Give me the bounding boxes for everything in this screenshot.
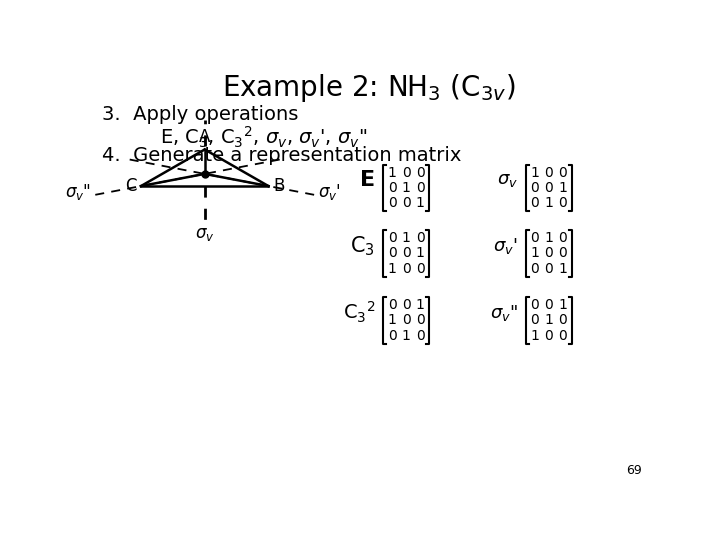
Text: 0: 0 [402, 313, 410, 327]
Text: 3.  Apply operations: 3. Apply operations [102, 105, 298, 124]
Text: 0: 0 [559, 231, 567, 245]
Text: 0: 0 [388, 197, 397, 211]
Text: 0: 0 [531, 298, 539, 312]
Text: A: A [199, 127, 210, 146]
Text: 0: 0 [402, 246, 410, 260]
Text: 1: 1 [531, 329, 539, 343]
Text: 1: 1 [531, 166, 539, 180]
Text: 1: 1 [531, 246, 539, 260]
Text: E, C$_3$, C$_3$$^2$, $\sigma_v$, $\sigma_v$', $\sigma_v$": E, C$_3$, C$_3$$^2$, $\sigma_v$, $\sigma… [160, 125, 367, 150]
Text: 0: 0 [388, 329, 397, 343]
Text: 0: 0 [559, 197, 567, 211]
Text: C$_3$$^2$: C$_3$$^2$ [343, 300, 375, 325]
Text: $\sigma_v$": $\sigma_v$" [490, 303, 518, 323]
Text: $\sigma_v$: $\sigma_v$ [497, 171, 518, 190]
Text: 1: 1 [415, 298, 425, 312]
Text: 0: 0 [544, 262, 553, 276]
Text: 0: 0 [531, 313, 539, 327]
Text: 0: 0 [559, 313, 567, 327]
Text: 0: 0 [559, 166, 567, 180]
Text: 0: 0 [415, 181, 425, 195]
Text: 1: 1 [415, 246, 425, 260]
Text: 0: 0 [559, 246, 567, 260]
Text: 0: 0 [402, 197, 410, 211]
Text: 4.  Generate a representation matrix: 4. Generate a representation matrix [102, 146, 461, 165]
Text: 1: 1 [402, 181, 410, 195]
Text: 0: 0 [402, 298, 410, 312]
Text: 1: 1 [388, 262, 397, 276]
Text: 0: 0 [544, 181, 553, 195]
Text: Example 2: NH$_3$ (C$_{3v}$): Example 2: NH$_3$ (C$_{3v}$) [222, 72, 516, 105]
Text: 0: 0 [544, 329, 553, 343]
Text: 1: 1 [402, 231, 410, 245]
Text: 69: 69 [626, 464, 642, 477]
Text: 0: 0 [415, 313, 425, 327]
Text: 1: 1 [388, 166, 397, 180]
Text: E: E [360, 170, 375, 190]
Text: 1: 1 [544, 197, 553, 211]
Text: 0: 0 [388, 231, 397, 245]
Text: 0: 0 [544, 298, 553, 312]
Text: B: B [273, 177, 284, 195]
Text: C: C [125, 177, 136, 195]
Text: 0: 0 [531, 181, 539, 195]
Text: 1: 1 [415, 197, 425, 211]
Text: 0: 0 [559, 329, 567, 343]
Text: 0: 0 [544, 246, 553, 260]
Text: 1: 1 [558, 181, 567, 195]
Text: $\sigma_v$': $\sigma_v$' [493, 236, 518, 256]
Text: 0: 0 [415, 329, 425, 343]
Text: 0: 0 [402, 262, 410, 276]
Text: 0: 0 [531, 231, 539, 245]
Text: 0: 0 [415, 166, 425, 180]
Text: 0: 0 [415, 262, 425, 276]
Text: C$_3$: C$_3$ [351, 234, 375, 258]
Text: 1: 1 [558, 298, 567, 312]
Text: 1: 1 [388, 313, 397, 327]
Text: 1: 1 [544, 313, 553, 327]
Text: 1: 1 [544, 231, 553, 245]
Text: 1: 1 [558, 262, 567, 276]
Text: 0: 0 [531, 197, 539, 211]
Text: 0: 0 [388, 181, 397, 195]
Text: 0: 0 [544, 166, 553, 180]
Text: $\sigma_v$': $\sigma_v$' [318, 183, 341, 202]
Text: 0: 0 [402, 166, 410, 180]
Text: 1: 1 [402, 329, 410, 343]
Text: 0: 0 [531, 262, 539, 276]
Text: 0: 0 [415, 231, 425, 245]
Text: 0: 0 [388, 298, 397, 312]
Text: 0: 0 [388, 246, 397, 260]
Text: $\sigma_v$: $\sigma_v$ [195, 225, 215, 242]
Text: $\sigma_v$": $\sigma_v$" [66, 183, 91, 202]
